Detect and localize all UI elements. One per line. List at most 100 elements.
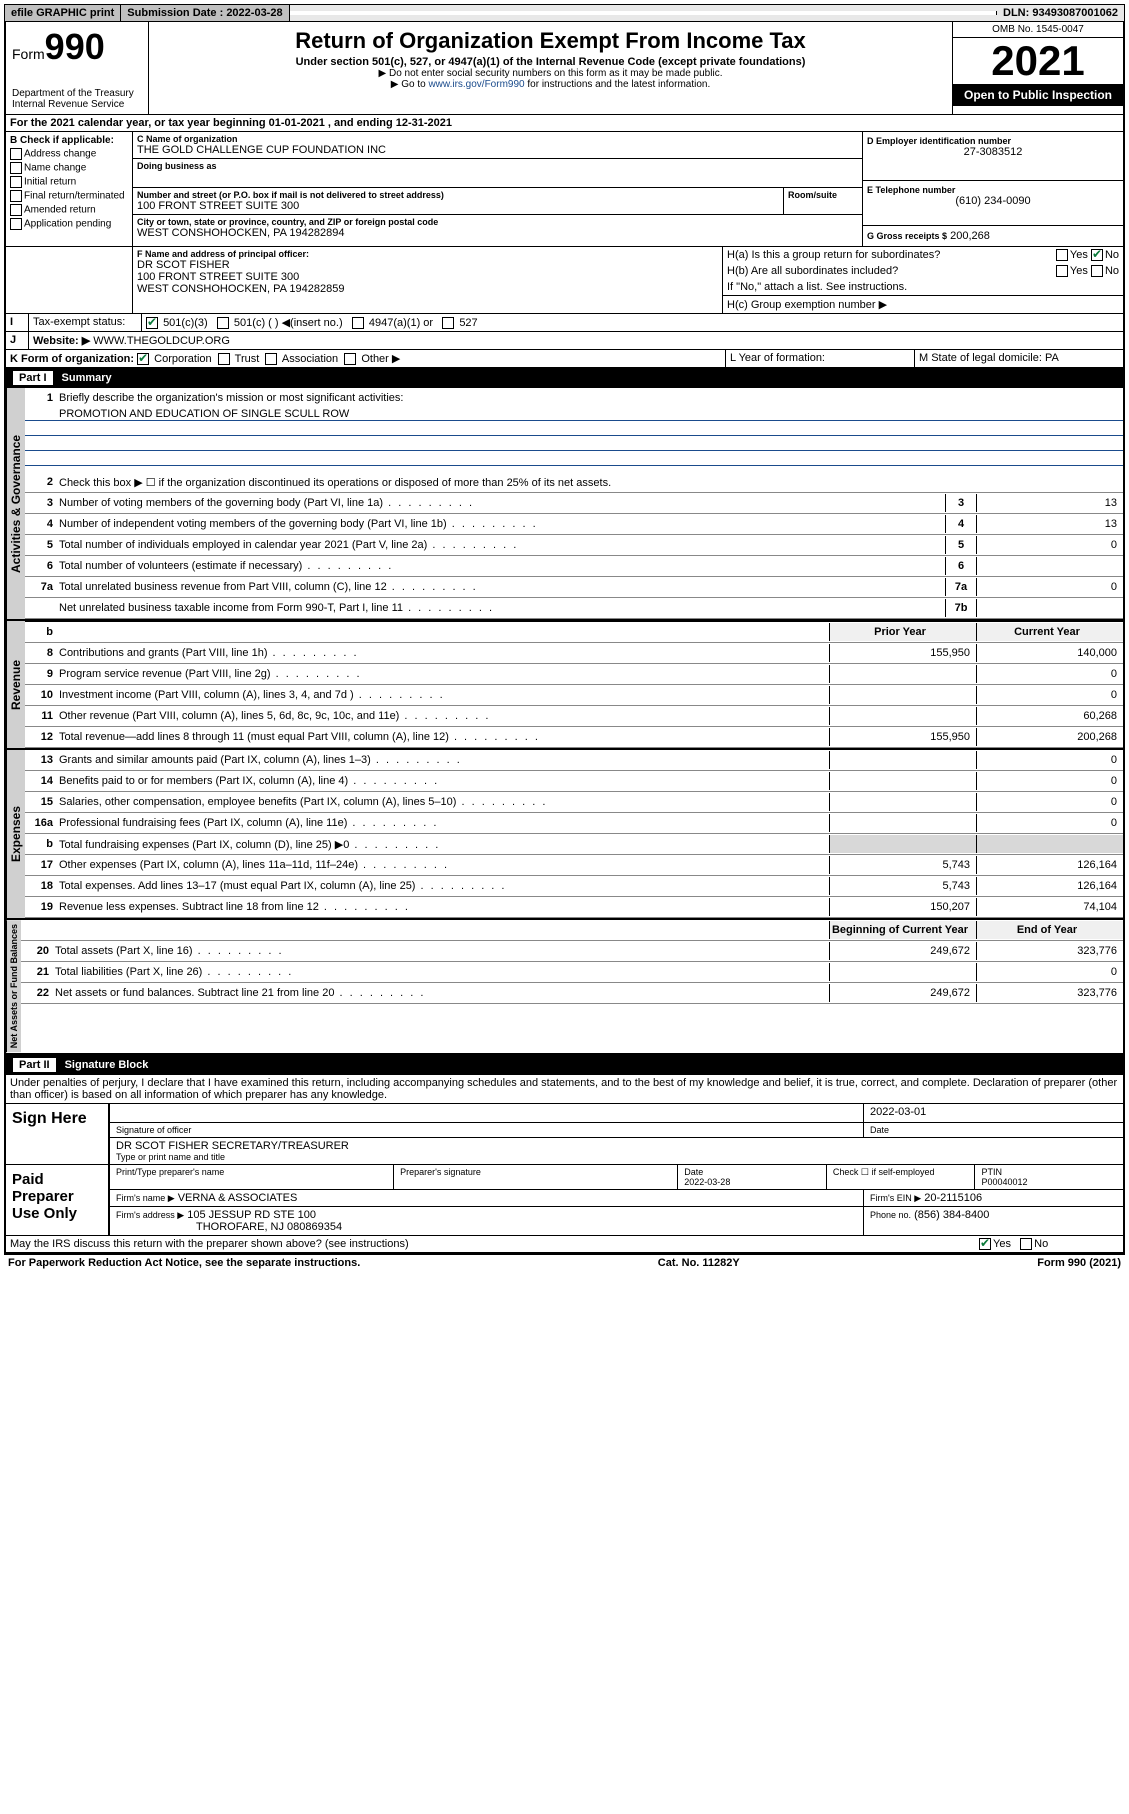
line-num: 20 xyxy=(21,945,55,957)
prep-date-val: 2022-03-28 xyxy=(684,1177,820,1187)
line-curr: 140,000 xyxy=(976,644,1123,662)
opt-527: 527 xyxy=(459,317,477,329)
sig-date-label: Date xyxy=(864,1123,1123,1137)
line-I: I Tax-exempt status: 501(c)(3) 501(c) ( … xyxy=(6,314,1123,332)
L-label: L Year of formation: xyxy=(726,350,915,367)
line-num: 19 xyxy=(25,901,59,913)
chk-other[interactable] xyxy=(344,353,356,365)
top-bar: efile GRAPHIC print Submission Date : 20… xyxy=(4,4,1125,22)
line-prior xyxy=(829,665,976,683)
chk-final[interactable] xyxy=(10,190,22,202)
footer-left: For Paperwork Reduction Act Notice, see … xyxy=(8,1257,360,1269)
line-curr: 0 xyxy=(976,751,1123,769)
chk-501c3[interactable] xyxy=(146,317,158,329)
firm-name: VERNA & ASSOCIATES xyxy=(178,1192,298,1204)
D-label: D Employer identification number xyxy=(867,136,1119,146)
chk-address[interactable] xyxy=(10,148,22,160)
chk-initial[interactable] xyxy=(10,176,22,188)
dln: DLN: 93493087001062 xyxy=(997,5,1124,21)
page-footer: For Paperwork Reduction Act Notice, see … xyxy=(4,1255,1125,1271)
I-label: Tax-exempt status: xyxy=(29,314,142,331)
efile-button[interactable]: efile GRAPHIC print xyxy=(5,5,121,21)
line-num: 7a xyxy=(25,581,59,593)
form-id-col: Form990 Department of the Treasury Inter… xyxy=(6,22,149,114)
line-val: 0 xyxy=(976,536,1123,554)
chk-trust[interactable] xyxy=(218,353,230,365)
line-num: 14 xyxy=(25,775,59,787)
sidelabel-gov: Activities & Governance xyxy=(6,388,25,619)
data-line: 20Total assets (Part X, line 16)249,6723… xyxy=(21,941,1123,962)
line-prior: 5,743 xyxy=(829,877,976,895)
chk-name[interactable] xyxy=(10,162,22,174)
line-A: For the 2021 calendar year, or tax year … xyxy=(6,115,1123,132)
line-prior: 155,950 xyxy=(829,728,976,746)
sig-date-val: 2022-03-01 xyxy=(864,1104,1123,1122)
H-note: If "No," attach a list. See instructions… xyxy=(723,279,1123,295)
sidelabel-net: Net Assets or Fund Balances xyxy=(6,920,21,1052)
discuss-no[interactable] xyxy=(1020,1238,1032,1250)
chk-527[interactable] xyxy=(442,317,454,329)
line-desc: Total liabilities (Part X, line 26) xyxy=(55,966,829,978)
data-line: 17Other expenses (Part IX, column (A), l… xyxy=(25,855,1123,876)
Ha-yes-label: Yes xyxy=(1070,249,1088,261)
line-prior xyxy=(829,793,976,811)
line-desc: Program service revenue (Part VIII, line… xyxy=(59,668,829,680)
chk-initial-label: Initial return xyxy=(24,177,76,188)
irs-link[interactable]: www.irs.gov/Form990 xyxy=(428,79,524,90)
officer-addr2: WEST CONSHOHOCKEN, PA 194282859 xyxy=(137,283,718,295)
line-desc: Total number of volunteers (estimate if … xyxy=(59,560,945,572)
discuss-yes[interactable] xyxy=(979,1238,991,1250)
mission-line3 xyxy=(25,436,1123,451)
self-emp-label: Check ☐ if self-employed xyxy=(827,1165,976,1189)
J-label: Website: ▶ xyxy=(33,335,90,347)
Ha-no[interactable] xyxy=(1091,249,1103,261)
line-val xyxy=(976,599,1123,617)
line-desc: Number of voting members of the governin… xyxy=(59,497,945,509)
omb-number: OMB No. 1545-0047 xyxy=(953,22,1123,38)
line-desc: Other revenue (Part VIII, column (A), li… xyxy=(59,710,829,722)
line-val: 13 xyxy=(976,494,1123,512)
chk-501c[interactable] xyxy=(217,317,229,329)
line-val: 0 xyxy=(976,578,1123,596)
Hb-yes[interactable] xyxy=(1056,265,1068,277)
line-num: 12 xyxy=(25,731,59,743)
line-desc: Contributions and grants (Part VIII, lin… xyxy=(59,647,829,659)
firm-addr2: THOROFARE, NJ 080869354 xyxy=(116,1221,857,1233)
chk-assoc[interactable] xyxy=(265,353,277,365)
chk-final-label: Final return/terminated xyxy=(24,191,125,202)
line-prior xyxy=(829,686,976,704)
Ha-yes[interactable] xyxy=(1056,249,1068,261)
chk-pending[interactable] xyxy=(10,218,22,230)
prep-sig-label: Preparer's signature xyxy=(394,1165,678,1189)
sig-officer-name: DR SCOT FISHER SECRETARY/TREASURER xyxy=(116,1140,1117,1152)
data-line: 9Program service revenue (Part VIII, lin… xyxy=(25,664,1123,685)
line-prior: 249,672 xyxy=(829,984,976,1002)
org-street: 100 FRONT STREET SUITE 300 xyxy=(137,200,779,212)
form-container: Form990 Department of the Treasury Inter… xyxy=(4,22,1125,1255)
ein: 27-3083512 xyxy=(867,146,1119,158)
part1-tag: Part I xyxy=(12,370,54,386)
chk-corp[interactable] xyxy=(137,353,149,365)
chk-amended[interactable] xyxy=(10,204,22,216)
form-title: Return of Organization Exempt From Incom… xyxy=(159,28,942,54)
line-desc: Benefits paid to or for members (Part IX… xyxy=(59,775,829,787)
line-prior: 150,207 xyxy=(829,898,976,916)
line-desc: Total revenue—add lines 8 through 11 (mu… xyxy=(59,731,829,743)
chk-4947[interactable] xyxy=(352,317,364,329)
Hb-no[interactable] xyxy=(1091,265,1103,277)
gov-line: 4Number of independent voting members of… xyxy=(25,514,1123,535)
line-num: 9 xyxy=(25,668,59,680)
line-num: 3 xyxy=(25,497,59,509)
line-curr: 126,164 xyxy=(976,856,1123,874)
section-expenses: Expenses 13Grants and similar amounts pa… xyxy=(6,750,1123,920)
org-name: THE GOLD CHALLENGE CUP FOUNDATION INC xyxy=(137,144,858,156)
line-num: 22 xyxy=(21,987,55,999)
line-desc: Net assets or fund balances. Subtract li… xyxy=(55,987,829,999)
line-desc: Other expenses (Part IX, column (A), lin… xyxy=(59,859,829,871)
line-desc: Total number of individuals employed in … xyxy=(59,539,945,551)
line-num: 10 xyxy=(25,689,59,701)
submission-date: Submission Date : 2022-03-28 xyxy=(121,5,289,21)
line-desc: Total unrelated business revenue from Pa… xyxy=(59,581,945,593)
C-city-label: City or town, state or province, country… xyxy=(137,217,858,227)
line-desc: Total assets (Part X, line 16) xyxy=(55,945,829,957)
